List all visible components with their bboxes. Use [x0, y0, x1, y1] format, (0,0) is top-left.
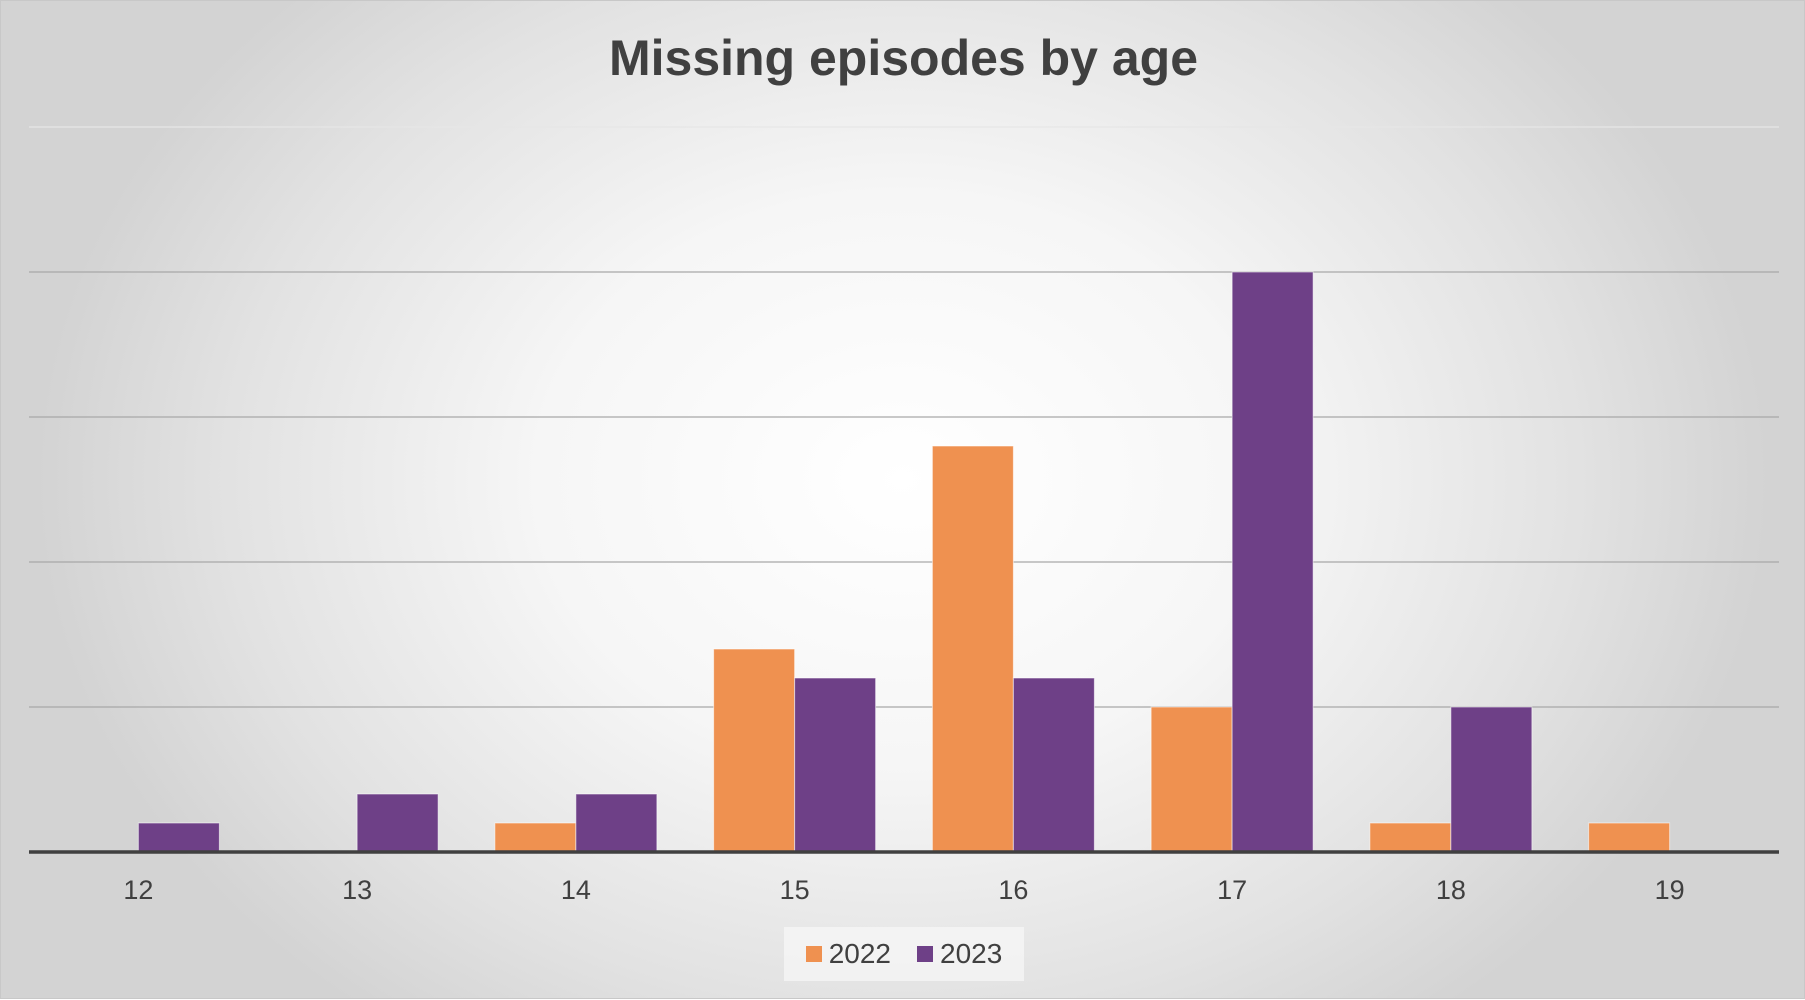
bar-2022-16: [931, 445, 1014, 853]
legend-item-2022: 2022: [805, 938, 891, 970]
x-tick-label: 19: [1655, 875, 1685, 905]
x-tick-label: 12: [123, 875, 153, 905]
x-tick-label: 17: [1217, 875, 1247, 905]
legend-label-2023: 2023: [940, 938, 1003, 969]
bar-2023-12: [137, 822, 220, 853]
x-tick-label: 18: [1436, 875, 1466, 905]
x-tick-label: 15: [780, 875, 810, 905]
bar-2023-14: [575, 793, 658, 853]
bar-2023-18: [1450, 706, 1533, 853]
x-tick-label: 14: [561, 875, 591, 905]
legend-swatch-2023: [917, 946, 933, 962]
legend-item-2023: 2023: [917, 938, 1002, 970]
bar-2022-17: [1150, 706, 1233, 853]
bar-2022-14: [494, 822, 577, 853]
x-tick-label: 13: [342, 875, 372, 905]
bar-2023-13: [356, 793, 439, 853]
legend: 2022 2023: [784, 927, 1024, 981]
bar-2022-19: [1588, 822, 1671, 853]
bar-2023-17: [1231, 271, 1314, 853]
legend-swatch-2022: [805, 946, 822, 962]
bar-2023-16: [1012, 677, 1095, 853]
legend-label-2022: 2022: [828, 938, 891, 969]
bar-2022-18: [1369, 822, 1452, 853]
chart-title: Missing episodes by age: [608, 30, 1199, 86]
x-tick-label: 16: [998, 875, 1028, 905]
bar-2023-15: [794, 677, 877, 853]
bar-2022-15: [713, 648, 796, 853]
